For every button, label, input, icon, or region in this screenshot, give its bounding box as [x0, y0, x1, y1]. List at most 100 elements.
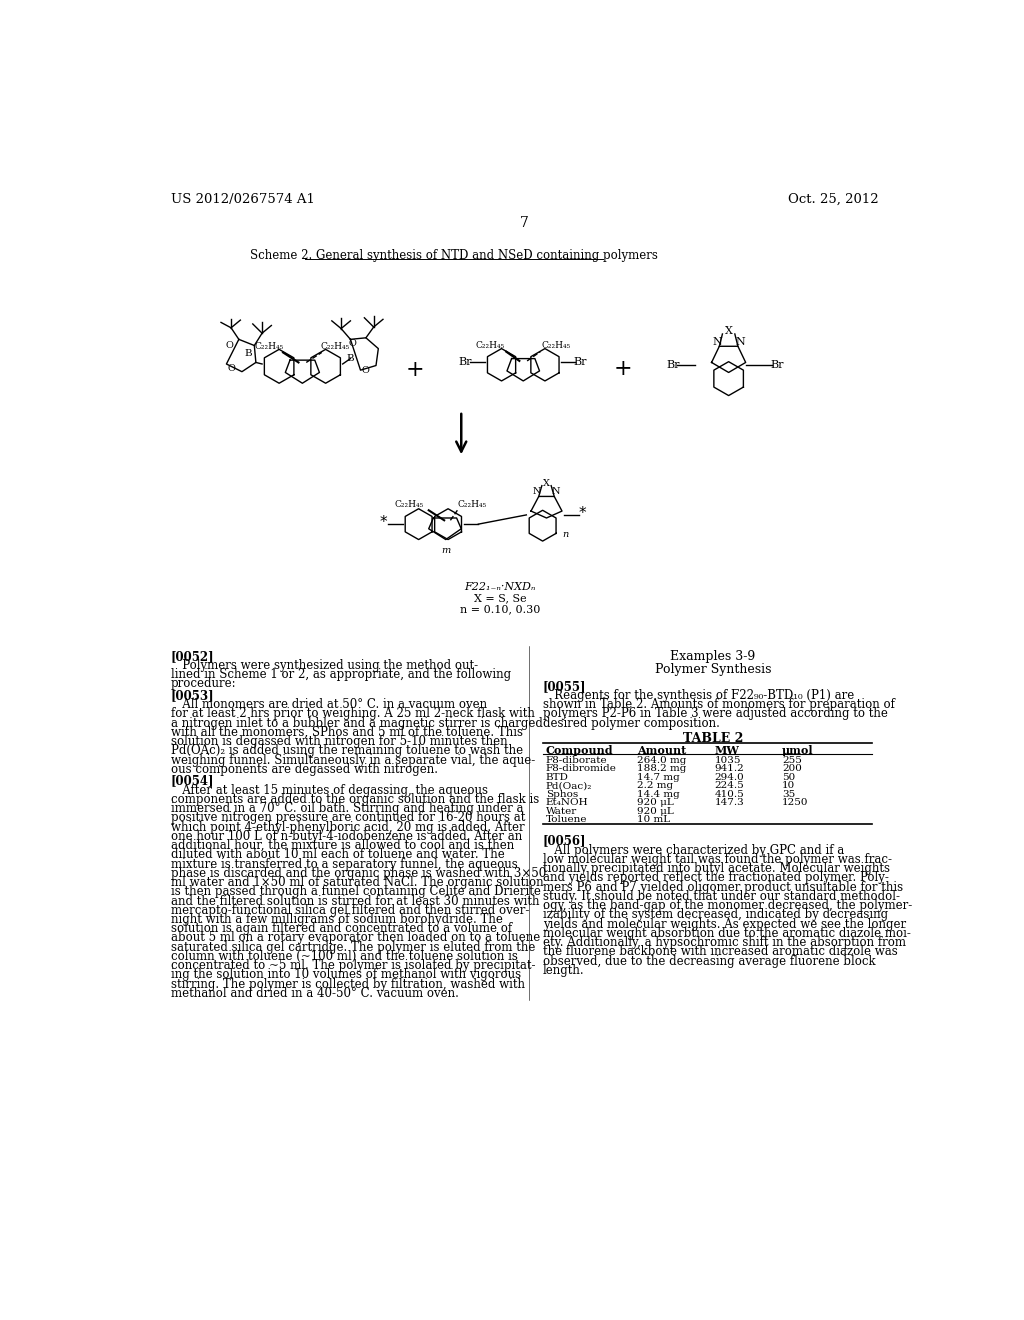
Text: which point 4-ethyl-phenylboric acid, 20 mg is added. After: which point 4-ethyl-phenylboric acid, 20…: [171, 821, 524, 834]
Text: O: O: [225, 341, 233, 350]
Text: Br: Br: [573, 358, 587, 367]
Text: *: *: [579, 506, 586, 521]
Text: ml water and 1×50 ml of saturated NaCl. The organic solution: ml water and 1×50 ml of saturated NaCl. …: [171, 876, 544, 890]
Text: Scheme 2. General synthesis of NTD and NSeD containing polymers: Scheme 2. General synthesis of NTD and N…: [250, 249, 657, 263]
Text: *: *: [380, 515, 387, 531]
Text: lined in Scheme 1 or 2, as appropriate, and the following: lined in Scheme 1 or 2, as appropriate, …: [171, 668, 511, 681]
Text: 920 μL: 920 μL: [637, 807, 674, 816]
Text: ety. Additionally, a hypsochromic shift in the absorption from: ety. Additionally, a hypsochromic shift …: [543, 936, 905, 949]
Text: Examples 3-9: Examples 3-9: [671, 649, 756, 663]
Text: C₂₂H₄₅: C₂₂H₄₅: [475, 341, 505, 350]
Text: 941.2: 941.2: [715, 764, 744, 774]
Text: n: n: [563, 531, 569, 540]
Text: μmol: μmol: [782, 744, 814, 756]
Text: 35: 35: [782, 789, 796, 799]
Text: ing the solution into 10 volumes of methanol with vigorous: ing the solution into 10 volumes of meth…: [171, 969, 521, 982]
Text: [0052]: [0052]: [171, 649, 214, 663]
Text: N: N: [532, 487, 542, 496]
Text: 410.5: 410.5: [715, 789, 744, 799]
Text: additional hour, the mixture is allowed to cool and is then: additional hour, the mixture is allowed …: [171, 840, 514, 853]
Text: 200: 200: [782, 764, 802, 774]
Text: column with toluene (~100 ml) and the toluene solution is: column with toluene (~100 ml) and the to…: [171, 950, 517, 964]
Text: Polymer Synthesis: Polymer Synthesis: [655, 663, 771, 676]
Text: Reagents for the synthesis of F22₉₀-BTD₁₀ (P1) are: Reagents for the synthesis of F22₉₀-BTD₁…: [543, 689, 854, 702]
Text: stirring. The polymer is collected by filtration, washed with: stirring. The polymer is collected by fi…: [171, 978, 524, 991]
Text: length.: length.: [543, 964, 585, 977]
Text: After at least 15 minutes of degassing, the aqueous: After at least 15 minutes of degassing, …: [171, 784, 487, 797]
Text: molecular weight absorbtion due to the aromatic diazole moi-: molecular weight absorbtion due to the a…: [543, 927, 910, 940]
Text: B: B: [245, 348, 252, 358]
Text: Oct. 25, 2012: Oct. 25, 2012: [788, 193, 879, 206]
Text: C₂₂H₄₅: C₂₂H₄₅: [255, 342, 284, 351]
Text: 294.0: 294.0: [715, 774, 744, 781]
Text: Compound: Compound: [546, 744, 613, 756]
Text: [0053]: [0053]: [171, 689, 214, 702]
Text: F8-diborate: F8-diborate: [546, 756, 607, 764]
Text: Et₄NOH: Et₄NOH: [546, 799, 589, 808]
Text: 920 μL: 920 μL: [637, 799, 674, 808]
Text: C₂₂H₄₅: C₂₂H₄₅: [395, 500, 424, 508]
Text: C₂₂H₄₅: C₂₂H₄₅: [542, 341, 571, 350]
Text: and yields reported reflect the fractionated polymer. Poly-: and yields reported reflect the fraction…: [543, 871, 889, 884]
Text: N: N: [735, 337, 745, 347]
Text: methanol and dried in a 40-50° C. vacuum oven.: methanol and dried in a 40-50° C. vacuum…: [171, 987, 459, 1001]
Text: TABLE 2: TABLE 2: [683, 733, 743, 744]
Text: BTD: BTD: [546, 774, 568, 781]
Text: study. It should be noted that under our standard methodol-: study. It should be noted that under our…: [543, 890, 900, 903]
Text: Br: Br: [770, 360, 783, 370]
Text: Br: Br: [459, 358, 472, 367]
Text: with all the monomers, SPhos and 5 ml of the toluene. This: with all the monomers, SPhos and 5 ml of…: [171, 726, 522, 739]
Text: izability of the system decreased, indicated by decreasing: izability of the system decreased, indic…: [543, 908, 888, 921]
Text: N: N: [552, 487, 560, 496]
Text: O: O: [362, 366, 370, 375]
Text: C₂₂H₄₅: C₂₂H₄₅: [458, 500, 486, 508]
Text: solution is again filtered and concentrated to a volume of: solution is again filtered and concentra…: [171, 923, 512, 936]
Text: 224.5: 224.5: [715, 781, 744, 791]
Text: [0055]: [0055]: [543, 680, 586, 693]
Text: positive nitrogen pressure are continued for 16-20 hours at: positive nitrogen pressure are continued…: [171, 812, 525, 825]
Text: All monomers are dried at 50° C. in a vacuum oven: All monomers are dried at 50° C. in a va…: [171, 698, 486, 711]
Text: 1035: 1035: [715, 756, 741, 764]
Text: about 5 ml on a rotary evaporator then loaded on to a toluene: about 5 ml on a rotary evaporator then l…: [171, 932, 540, 945]
Text: weighing funnel. Simultaneously in a separate vial, the aque-: weighing funnel. Simultaneously in a sep…: [171, 754, 535, 767]
Text: X: X: [543, 479, 550, 488]
Text: [0054]: [0054]: [171, 775, 214, 788]
Text: Toluene: Toluene: [546, 816, 587, 824]
Text: O: O: [349, 339, 356, 348]
Text: 10: 10: [782, 781, 796, 791]
Text: night with a few milligrams of sodium borohydride. The: night with a few milligrams of sodium bo…: [171, 913, 503, 927]
Text: for at least 2 hrs prior to weighing. A 25 ml 2-neck flask with: for at least 2 hrs prior to weighing. A …: [171, 708, 535, 721]
Text: desired polymer composition.: desired polymer composition.: [543, 717, 720, 730]
Text: 2.2 mg: 2.2 mg: [637, 781, 674, 791]
Text: X = S, Se: X = S, Se: [474, 594, 526, 603]
Text: polymers P2-P6 in Table 3 were adjusted according to the: polymers P2-P6 in Table 3 were adjusted …: [543, 708, 888, 721]
Text: one hour 100 L of n-butyl-4-iodobenzene is added. After an: one hour 100 L of n-butyl-4-iodobenzene …: [171, 830, 522, 843]
Text: +: +: [613, 358, 632, 380]
Text: immersed in a 70° C. oil bath. Stirring and heating under a: immersed in a 70° C. oil bath. Stirring …: [171, 803, 523, 816]
Text: B: B: [346, 354, 354, 363]
Text: 50: 50: [782, 774, 796, 781]
Text: saturated silica gel cartridge. The polymer is eluted from the: saturated silica gel cartridge. The poly…: [171, 941, 535, 954]
Text: 14.4 mg: 14.4 mg: [637, 789, 680, 799]
Text: low molecular weight tail was found the polymer was frac-: low molecular weight tail was found the …: [543, 853, 892, 866]
Text: Pd(OAc)₂ is added using the remaining toluene to wash the: Pd(OAc)₂ is added using the remaining to…: [171, 744, 522, 758]
Text: 1250: 1250: [782, 799, 809, 808]
Text: n = 0.10, 0.30: n = 0.10, 0.30: [460, 605, 541, 614]
Text: mercapto-functional silica gel filtered and then stirred over-: mercapto-functional silica gel filtered …: [171, 904, 529, 917]
Text: 147.3: 147.3: [715, 799, 744, 808]
Text: F22₁₋ₙ·NXDₙ: F22₁₋ₙ·NXDₙ: [464, 582, 536, 591]
Text: Sphos: Sphos: [546, 789, 578, 799]
Text: shown in Table 2. Amounts of monomers for preparation of: shown in Table 2. Amounts of monomers fo…: [543, 698, 895, 711]
Text: [0056]: [0056]: [543, 834, 586, 847]
Text: F8-dibromide: F8-dibromide: [546, 764, 616, 774]
Text: m: m: [441, 545, 451, 554]
Text: phase is discarded and the organic phase is washed with 3×50: phase is discarded and the organic phase…: [171, 867, 546, 880]
Text: a nitrogen inlet to a bubbler and a magnetic stirrer is charged: a nitrogen inlet to a bubbler and a magn…: [171, 717, 543, 730]
Text: N: N: [712, 337, 722, 347]
Text: +: +: [406, 359, 424, 381]
Text: tionally precipitated into butyl acetate. Molecular weights: tionally precipitated into butyl acetate…: [543, 862, 890, 875]
Text: and the filtered solution is stirred for at least 30 minutes with: and the filtered solution is stirred for…: [171, 895, 539, 908]
Text: mixture is transferred to a separatory funnel, the aqueous: mixture is transferred to a separatory f…: [171, 858, 517, 871]
Text: 10 mL: 10 mL: [637, 816, 671, 824]
Text: observed, due to the decreasing average fluorene block: observed, due to the decreasing average …: [543, 954, 876, 968]
